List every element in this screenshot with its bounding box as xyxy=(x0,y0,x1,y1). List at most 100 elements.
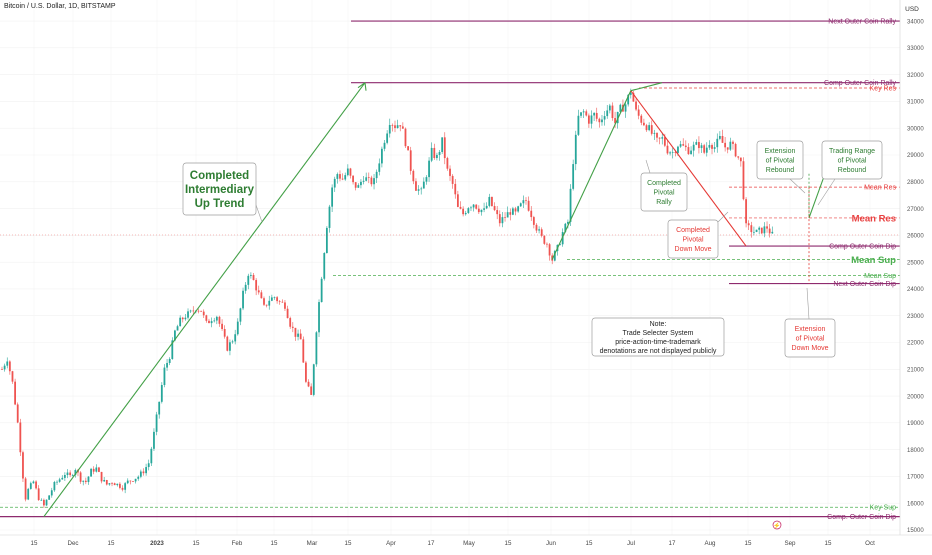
candle-body xyxy=(257,290,260,293)
callout-text: Down Move xyxy=(792,345,829,352)
candle-body xyxy=(176,326,179,331)
candle-body xyxy=(428,160,430,178)
callout-text: Completed xyxy=(647,180,681,187)
candle-body xyxy=(341,178,344,180)
candle-body xyxy=(433,147,436,159)
candle-body xyxy=(158,401,161,415)
candle-body xyxy=(391,125,394,126)
candle-body xyxy=(270,297,273,301)
candle-body xyxy=(572,164,575,189)
candle-body xyxy=(375,171,378,179)
level-label: Next Outer Coin Rally xyxy=(828,19,896,26)
candle-body xyxy=(129,480,132,482)
candle-body xyxy=(553,251,556,261)
candle-body xyxy=(446,158,449,169)
candle-body xyxy=(105,479,108,485)
callout-text: Pivotal xyxy=(653,189,674,196)
candle-body xyxy=(63,475,66,478)
candle-body xyxy=(56,481,58,483)
candle-body xyxy=(698,142,700,149)
x-tick-label: 15 xyxy=(193,540,200,547)
callout-pointer xyxy=(806,287,810,320)
candle-body xyxy=(302,339,305,363)
candle-body xyxy=(420,188,423,190)
candle-body xyxy=(438,151,441,155)
candle-body xyxy=(595,112,598,119)
callout-text: Trade Selecter System xyxy=(623,330,694,337)
candle-body xyxy=(383,142,386,149)
candle-body xyxy=(608,105,611,111)
candle-body xyxy=(753,231,755,233)
y-tick-label: 29000 xyxy=(907,153,924,159)
candle-body xyxy=(74,469,77,476)
y-tick-label: 19000 xyxy=(907,421,924,427)
candle-body xyxy=(268,300,271,306)
x-tick-label: Mar xyxy=(307,540,318,547)
level-label: Mean Sup xyxy=(864,273,896,280)
candle-body xyxy=(577,115,580,135)
candle-body xyxy=(286,308,289,319)
callout-pointer xyxy=(717,211,729,223)
candle-body xyxy=(745,199,747,224)
candle-body xyxy=(367,177,370,178)
candle-body xyxy=(653,132,656,134)
candle-body xyxy=(467,208,470,213)
trendline-up xyxy=(43,82,366,517)
candle-body xyxy=(58,479,61,482)
callout-text: of Pivotal xyxy=(796,335,825,342)
y-tick-label: 28000 xyxy=(907,180,924,186)
candle-body xyxy=(276,297,278,302)
candle-body xyxy=(218,316,221,324)
candle-body xyxy=(318,302,320,333)
candle-body xyxy=(315,332,318,365)
candle-body xyxy=(692,144,695,151)
candle-body xyxy=(163,367,166,385)
candle-body xyxy=(747,223,750,226)
candle-body xyxy=(464,212,467,215)
candle-body xyxy=(50,490,53,496)
price-axis-bg xyxy=(900,0,932,550)
annotations: Completed Intermediary Up Trend Completed Pi… xyxy=(182,140,883,530)
y-tick-label: 32000 xyxy=(907,73,924,79)
candle-body xyxy=(663,137,666,146)
x-tick-label: 15 xyxy=(31,540,38,547)
candle-body xyxy=(312,364,315,395)
callout-box xyxy=(667,219,719,259)
time-axis[interactable]: 15 Dec 15 2023 15 Feb 15 Mar 15 Apr 17 May 15 Jun 15 Ju… xyxy=(0,534,932,547)
candle-body xyxy=(53,482,56,491)
candle-body xyxy=(273,297,276,298)
x-tick-label: May xyxy=(463,540,476,547)
candle-body xyxy=(381,148,383,164)
candle-body xyxy=(624,104,627,112)
candle-body xyxy=(535,224,538,231)
x-tick-label: 15 xyxy=(271,540,278,547)
candle-body xyxy=(215,316,218,321)
candle-body xyxy=(184,317,187,320)
candle-body xyxy=(132,481,134,482)
callout-box xyxy=(784,318,836,358)
candle-body xyxy=(703,145,706,153)
x-tick-label: 2023 xyxy=(150,540,164,547)
candle-body xyxy=(92,468,95,472)
candle-body xyxy=(687,147,690,155)
candle-body xyxy=(278,301,281,302)
price-axis[interactable]: USD 15000 16000 17000 18000 19000 20000 21000 22… xyxy=(899,0,932,550)
callout-pointer xyxy=(255,204,263,223)
event-marker-icon[interactable] xyxy=(772,520,782,530)
candle-body xyxy=(627,94,630,105)
callout-text: Extension xyxy=(795,326,826,333)
candle-body xyxy=(711,145,713,149)
candle-body xyxy=(656,132,658,138)
y-tick-label: 16000 xyxy=(907,501,924,507)
x-tick-label: Jul xyxy=(627,540,635,547)
candle-body xyxy=(614,118,616,124)
candle-body xyxy=(705,147,708,153)
candle-body xyxy=(525,200,527,201)
level-label: Comp Outer Coin Dip xyxy=(829,244,896,251)
candle-body xyxy=(679,144,682,147)
candle-body xyxy=(742,161,745,200)
currency-label: USD xyxy=(905,6,919,13)
candle-body xyxy=(339,174,341,179)
candle-body xyxy=(768,228,771,234)
